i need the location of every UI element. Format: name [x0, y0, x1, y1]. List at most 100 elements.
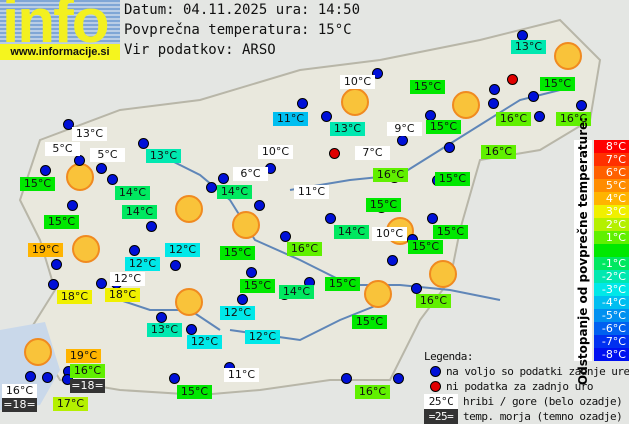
station-dot[interactable] — [74, 155, 85, 166]
station-temperature[interactable]: 7°C — [355, 146, 390, 160]
station-temperature[interactable]: 15°C — [426, 120, 461, 134]
station-temperature[interactable]: 12°C — [220, 306, 255, 320]
station-dot[interactable] — [48, 279, 59, 290]
station-temperature[interactable]: 15°C — [352, 315, 387, 329]
station-temperature[interactable]: 16°C — [496, 112, 531, 126]
station-temperature[interactable]: 16°C — [287, 242, 322, 256]
station-temperature[interactable]: 12°C — [187, 335, 222, 349]
station-temperature[interactable]: 16°C — [556, 112, 591, 126]
station-temperature[interactable]: 16°C — [70, 364, 105, 378]
station-temperature[interactable]: 12°C — [125, 257, 160, 271]
station-dot[interactable] — [387, 255, 398, 266]
station-dot[interactable] — [427, 213, 438, 224]
station-dot[interactable] — [237, 294, 248, 305]
station-temperature[interactable]: 15°C — [240, 279, 275, 293]
station-temperature[interactable]: 15°C — [435, 172, 470, 186]
station-dot[interactable] — [254, 200, 265, 211]
station-dot[interactable] — [129, 245, 140, 256]
station-temperature[interactable]: 11°C — [224, 368, 259, 382]
station-dot[interactable] — [280, 231, 291, 242]
station-dot[interactable] — [63, 119, 74, 130]
station-temperature[interactable]: 19°C — [66, 349, 101, 363]
station-dot[interactable] — [107, 174, 118, 185]
station-temperature[interactable]: 17°C — [53, 397, 88, 411]
station-temperature[interactable]: 13°C — [330, 122, 365, 136]
site-logo[interactable]: info www.informacije.si — [0, 0, 120, 60]
station-temperature[interactable]: 5°C — [45, 142, 80, 156]
station-temperature[interactable]: 15°C — [20, 177, 55, 191]
station-dot[interactable] — [246, 267, 257, 278]
station-temperature[interactable]: 16°C — [355, 385, 390, 399]
station-dot[interactable] — [206, 182, 217, 193]
station-dot-missing[interactable] — [329, 148, 340, 159]
station-temperature[interactable]: 14°C — [122, 205, 157, 219]
station-temperature[interactable]: 18°C — [57, 290, 92, 304]
station-temperature[interactable]: 15°C — [44, 215, 79, 229]
station-temperature[interactable]: 16°C — [2, 384, 37, 398]
station-temperature[interactable]: 18°C — [105, 288, 140, 302]
station-dot[interactable] — [488, 98, 499, 109]
station-dot[interactable] — [96, 278, 107, 289]
station-temperature[interactable]: 15°C — [433, 225, 468, 239]
station-dot[interactable] — [96, 163, 107, 174]
station-temperature[interactable]: 13°C — [146, 149, 181, 163]
station-temperature[interactable]: 13°C — [147, 323, 182, 337]
station-dot[interactable] — [67, 200, 78, 211]
station-dot[interactable] — [169, 373, 180, 384]
station-dot[interactable] — [489, 84, 500, 95]
station-dot-missing[interactable] — [507, 74, 518, 85]
station-dot[interactable] — [372, 68, 383, 79]
station-temperature[interactable]: 16°C — [373, 168, 408, 182]
logo-url[interactable]: www.informacije.si — [0, 44, 120, 60]
station-temperature[interactable]: 15°C — [540, 77, 575, 91]
station-temperature[interactable]: 10°C — [372, 227, 407, 241]
station-dot[interactable] — [186, 324, 197, 335]
station-temperature[interactable]: 11°C — [273, 112, 308, 126]
station-temperature[interactable]: 5°C — [90, 148, 125, 162]
station-temperature[interactable]: 15°C — [366, 198, 401, 212]
station-temperature[interactable]: 15°C — [220, 246, 255, 260]
station-temperature[interactable]: =18= — [2, 398, 37, 412]
station-temperature[interactable]: 15°C — [408, 240, 443, 254]
station-temperature[interactable]: 13°C — [72, 127, 107, 141]
station-temperature[interactable]: 14°C — [279, 285, 314, 299]
station-temperature[interactable]: 14°C — [217, 185, 252, 199]
station-temperature[interactable]: 12°C — [245, 330, 280, 344]
station-temperature[interactable]: 16°C — [481, 145, 516, 159]
station-dot[interactable] — [393, 373, 404, 384]
station-temperature[interactable]: 10°C — [258, 145, 293, 159]
station-temperature[interactable]: 6°C — [233, 167, 268, 181]
station-dot[interactable] — [325, 213, 336, 224]
station-temperature[interactable]: 15°C — [325, 277, 360, 291]
station-dot[interactable] — [218, 173, 229, 184]
station-dot[interactable] — [528, 91, 539, 102]
station-dot[interactable] — [576, 100, 587, 111]
station-dot[interactable] — [156, 312, 167, 323]
station-temperature[interactable]: 14°C — [115, 186, 150, 200]
station-dot[interactable] — [42, 372, 53, 383]
station-dot[interactable] — [25, 371, 36, 382]
station-temperature[interactable]: 10°C — [340, 75, 375, 89]
station-temperature[interactable]: 16°C — [416, 294, 451, 308]
station-temperature[interactable]: 14°C — [334, 225, 369, 239]
station-dot[interactable] — [411, 283, 422, 294]
station-temperature[interactable]: 15°C — [177, 385, 212, 399]
station-dot[interactable] — [146, 221, 157, 232]
station-temperature[interactable]: =18= — [70, 379, 105, 393]
station-dot[interactable] — [444, 142, 455, 153]
station-temperature[interactable]: 15°C — [410, 80, 445, 94]
station-dot[interactable] — [534, 111, 545, 122]
station-dot[interactable] — [321, 111, 332, 122]
station-dot[interactable] — [297, 98, 308, 109]
station-dot[interactable] — [170, 260, 181, 271]
station-temperature[interactable]: 13°C — [511, 40, 546, 54]
station-dot[interactable] — [397, 135, 408, 146]
station-dot[interactable] — [51, 259, 62, 270]
station-temperature[interactable]: 19°C — [28, 243, 63, 257]
station-temperature[interactable]: 12°C — [110, 272, 145, 286]
station-temperature[interactable]: 11°C — [294, 185, 329, 199]
station-dot[interactable] — [138, 138, 149, 149]
station-temperature[interactable]: 9°C — [387, 122, 422, 136]
station-temperature[interactable]: 12°C — [165, 243, 200, 257]
station-dot[interactable] — [341, 373, 352, 384]
